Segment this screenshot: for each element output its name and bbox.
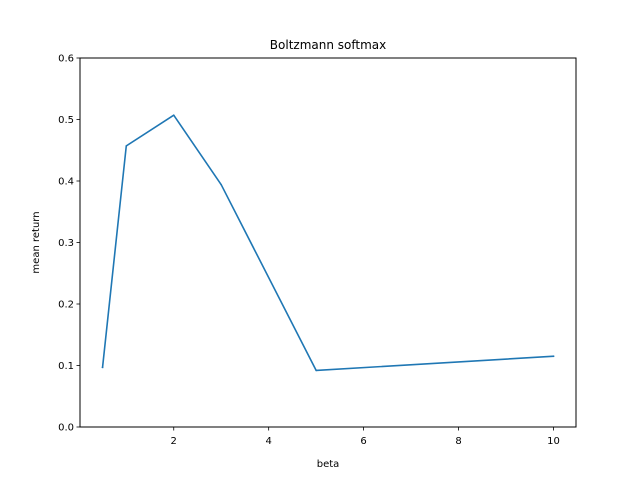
- y-axis-ticks: 0.0 0.1 0.2 0.3 0.4 0.5 0.6: [58, 54, 80, 434]
- x-axis-ticks: 2 4 6 8 10: [171, 427, 560, 447]
- data-point: [125, 145, 128, 147]
- y-axis-label: mean return: [31, 211, 42, 273]
- y-tick-label: 0.1: [58, 361, 74, 372]
- data-point: [220, 183, 223, 186]
- x-axis-label: beta: [317, 459, 340, 470]
- series-line: [101, 114, 555, 372]
- series-layer: [101, 114, 555, 372]
- data-point: [101, 366, 104, 369]
- data-point: [315, 369, 317, 372]
- data-point: [172, 114, 175, 116]
- y-tick-label: 0.4: [58, 177, 74, 188]
- x-tick-label: 4: [265, 436, 271, 447]
- data-point: [552, 355, 555, 358]
- plot-frame: [79, 57, 577, 428]
- y-tick-label: 0.6: [58, 54, 74, 65]
- y-tick-label: 0.3: [58, 238, 74, 249]
- x-tick-label: 6: [360, 436, 366, 447]
- y-tick-label: 0.2: [58, 300, 74, 311]
- x-tick-label: 8: [455, 436, 461, 447]
- x-tick-label: 2: [171, 436, 177, 447]
- y-tick-label: 0.5: [58, 115, 74, 126]
- chart-title: Boltzmann softmax: [270, 38, 386, 52]
- x-tick-label: 10: [547, 436, 560, 447]
- y-tick-label: 0.0: [58, 423, 74, 434]
